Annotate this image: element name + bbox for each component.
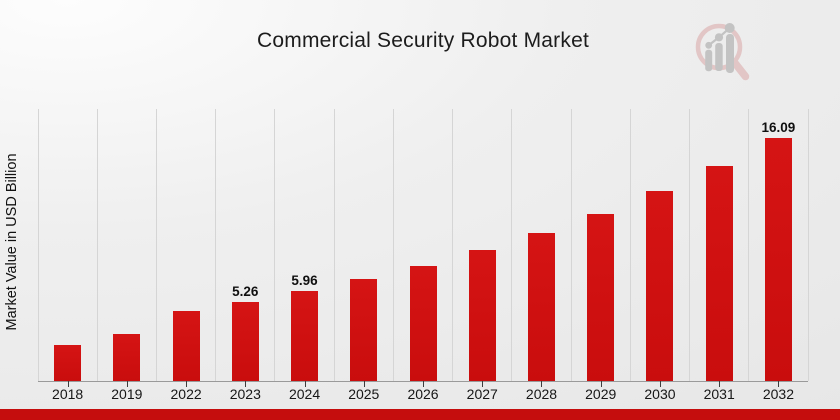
x-tick-label-2023: 2023 [229,386,261,402]
x-tick-label-2029: 2029 [585,386,617,402]
axis-tick [126,381,128,387]
bar-value-label-2024: 5.96 [291,272,318,288]
gridline [155,109,157,381]
x-tick-label-2018: 2018 [52,386,84,402]
axis-tick [482,381,484,387]
gridline [807,109,809,381]
x-axis-labels: 2018 2019 2022 2023 2024 2025 2026 2027 2028 2029… [38,386,808,402]
plot-area: 5.26 5.96 16.09 [37,109,809,387]
gridline [392,109,394,381]
gridline [689,109,691,381]
axis-tick [67,381,69,387]
bar-value-label-2032: 16.09 [761,119,796,135]
gridline [37,109,39,381]
axis-tick [363,381,365,387]
y-axis-title: Market Value in USD Billion [4,153,20,331]
bar-2026 [409,265,437,381]
bar-2018 [54,344,82,381]
bar-2030 [646,191,674,381]
axis-tick [186,381,188,387]
bar-2019 [113,334,141,381]
x-tick-label-2022: 2022 [170,386,202,402]
brand-logo-magnifier-bar-chart-icon [695,23,750,81]
axis-tick [600,381,602,387]
footer-accent-band [0,409,840,420]
bar-2029 [587,213,615,381]
bar-2031 [705,166,733,381]
bar-2025 [350,279,378,381]
gridline [274,109,276,381]
x-tick-label-2026: 2026 [407,386,439,402]
axis-tick [423,381,424,387]
x-tick-label-2027: 2027 [466,386,498,402]
x-tick-label-2028: 2028 [525,386,558,402]
gridline [570,109,572,381]
axis-tick [719,381,721,387]
axis-tick [778,381,780,387]
gridline [511,109,513,381]
x-tick-label-2019: 2019 [111,386,143,402]
gridline [215,109,217,381]
bar-value-label-2023: 5.26 [232,283,259,299]
axis-tick [541,381,543,387]
gridline [748,109,750,381]
bar-2032 [764,137,792,381]
x-tick-label-2024: 2024 [288,386,321,402]
bar-2028 [527,233,555,381]
axis-tick [659,381,661,387]
x-tick-label-2032: 2032 [762,386,794,402]
bar-2027 [468,250,496,381]
x-tick-label-2030: 2030 [644,386,676,402]
bar-2024 [291,290,319,381]
x-tick-label-2031: 2031 [703,386,735,402]
gridline [629,109,631,381]
gridline [333,109,335,381]
chart-title: Commercial Security Robot Market [257,29,589,52]
bar-2023 [231,301,259,381]
gridline [452,109,454,381]
axis-tick [304,381,306,387]
x-tick-label-2025: 2025 [348,386,380,402]
axis-tick [245,381,247,387]
bar-2022 [172,310,200,381]
gridline [96,109,98,381]
